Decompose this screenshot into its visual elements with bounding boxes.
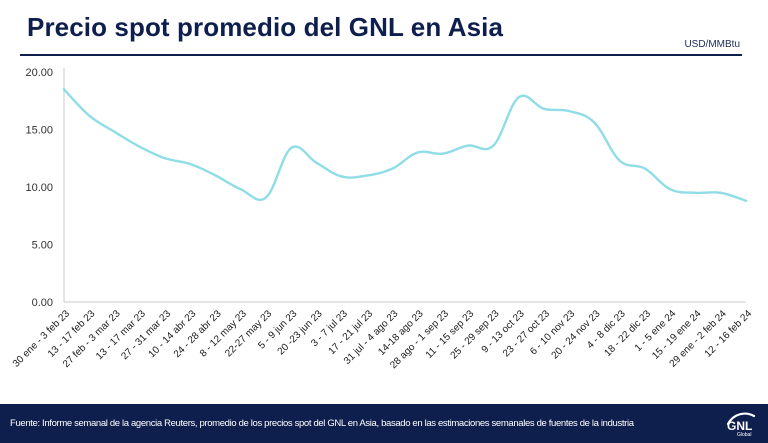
data-point (441, 152, 445, 155)
chart-title: Precio spot promedio del GNL en Asia (27, 12, 504, 42)
y-tick-label: 0.00 (32, 297, 53, 309)
data-point (542, 107, 546, 111)
data-point (643, 167, 647, 170)
data-point (593, 121, 596, 124)
unit-label: USD/MMBtu (684, 39, 740, 50)
data-point (492, 144, 495, 147)
data-point (264, 196, 268, 199)
data-point (340, 175, 344, 178)
data-point (239, 188, 243, 191)
y-tick-label: 20.00 (25, 67, 53, 79)
footer-bar: Fuente: Informe semanal de la agencia Re… (0, 404, 768, 443)
title-divider (20, 54, 742, 56)
data-point (416, 151, 419, 154)
data-point (694, 191, 697, 194)
y-tick-label: 10.00 (25, 182, 53, 194)
data-point (567, 109, 571, 113)
data-point (517, 96, 520, 99)
data-point (466, 144, 470, 147)
data-point (214, 174, 217, 177)
source-note: Fuente: Informe semanal de la agencia Re… (10, 418, 634, 429)
data-point (391, 167, 394, 170)
data-point (189, 162, 192, 166)
logo-swoosh-icon (726, 412, 756, 426)
data-point (290, 146, 293, 150)
data-point (163, 157, 167, 160)
series-group (62, 88, 748, 202)
data-point (113, 130, 116, 133)
data-point (315, 161, 318, 165)
logo-subtext: Global (737, 432, 751, 438)
data-point (88, 114, 91, 117)
gnl-logo: GNL Global (726, 412, 756, 438)
data-point (62, 88, 66, 91)
y-tick-label: 5.00 (32, 240, 53, 252)
y-tick-label: 15.00 (25, 125, 53, 137)
data-point (138, 145, 141, 148)
logo-text: GNL (727, 419, 752, 433)
data-point (744, 199, 748, 202)
data-point (618, 159, 621, 162)
data-point (365, 174, 369, 177)
y-axis: 0.00 5.00 10.00 15.00 20.00 (25, 67, 65, 309)
line-chart: 0.00 5.00 10.00 15.00 20.00 30 ene - 3 feb 2… (11, 67, 755, 371)
data-point (669, 188, 672, 191)
data-point (719, 191, 722, 194)
series-line (62, 88, 748, 202)
